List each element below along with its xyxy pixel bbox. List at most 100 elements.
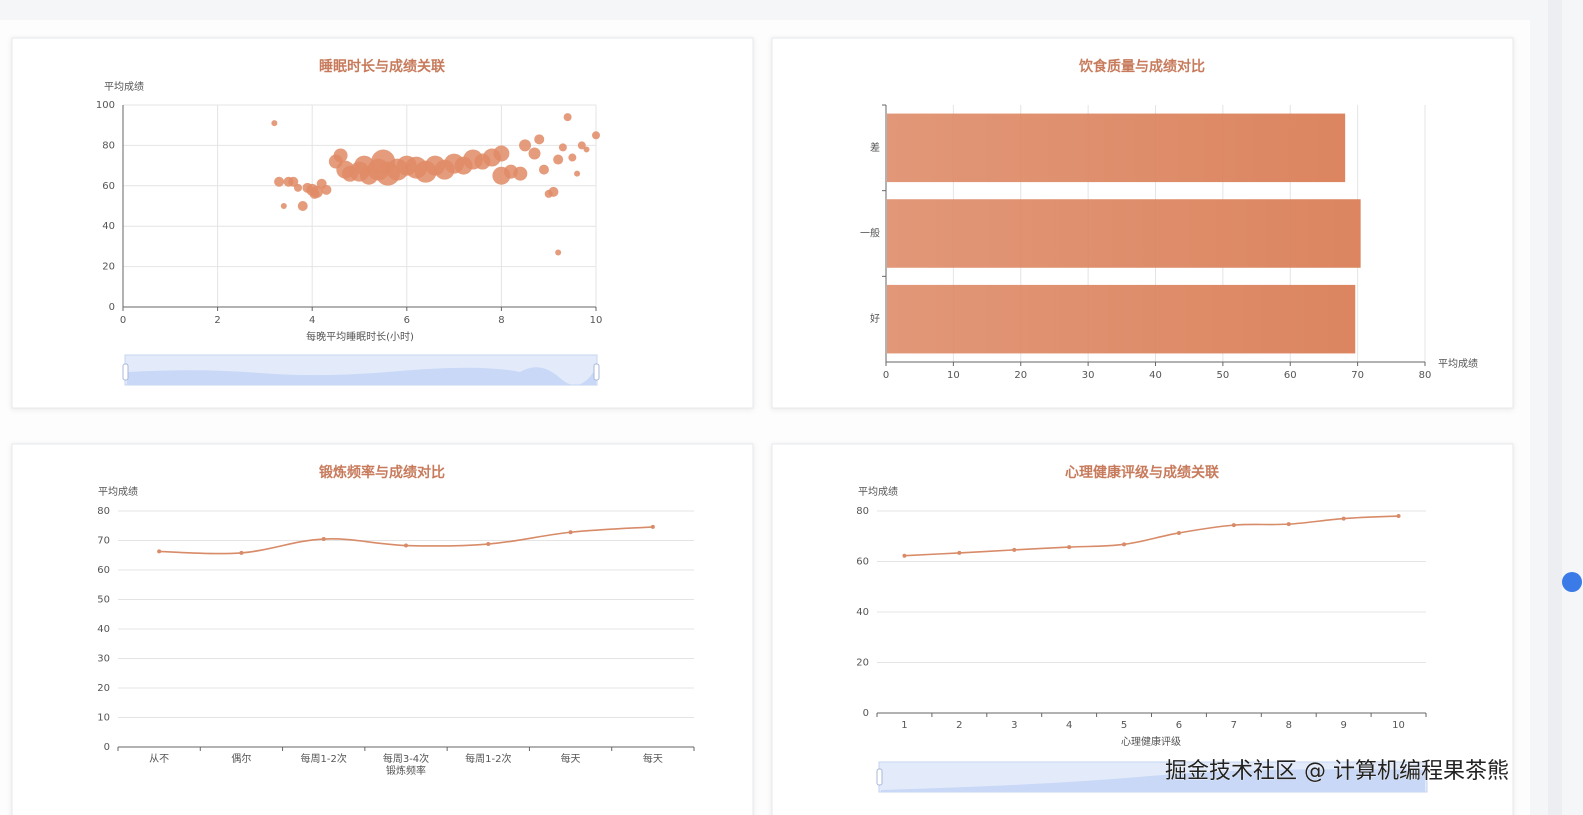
y-tick-label: 差 (870, 141, 880, 154)
x-tick-label: 20 (1014, 370, 1027, 381)
y-tick-label: 10 (97, 713, 110, 724)
data-zoom[interactable] (876, 761, 1428, 793)
point (563, 113, 572, 122)
y-tick-label: 50 (97, 595, 110, 606)
x-tick-label: 60 (1284, 370, 1297, 381)
chart-title: 睡眠时长与成绩关联 (319, 58, 446, 75)
x-tick-label: 9 (1340, 720, 1346, 731)
data-zoom[interactable] (122, 354, 600, 386)
x-tick-label: 3 (1011, 720, 1017, 731)
point (555, 249, 562, 256)
zoom-handle[interactable] (593, 363, 600, 381)
point (280, 203, 287, 209)
x-tick-label: 8 (1286, 720, 1292, 731)
x-tick-label: 30 (1082, 370, 1095, 381)
point (568, 153, 577, 162)
zoom-shadow (881, 769, 1425, 792)
x-tick-label: 10 (947, 370, 960, 381)
x-tick-label: 每周1-2次 (301, 752, 347, 765)
point (574, 170, 581, 177)
point (577, 141, 586, 150)
x-axis-name: 每晚平均睡眠时长(小时) (306, 330, 414, 343)
point (592, 131, 600, 140)
point (650, 524, 655, 529)
x-tick-label: 0 (120, 315, 126, 326)
point (1122, 542, 1127, 547)
y-tick-label: 80 (97, 506, 110, 517)
zoom-shadow (127, 367, 596, 386)
x-tick-label: 0 (883, 370, 889, 381)
x-tick-label: 5 (1121, 720, 1127, 731)
y-tick-label: 20 (102, 262, 115, 273)
y-axis-name: 平均成绩 (858, 485, 898, 498)
point (1286, 522, 1291, 527)
float-button[interactable] (1562, 572, 1582, 592)
x-tick-label: 每周1-2次 (465, 752, 511, 765)
chart-title: 饮食质量与成绩对比 (1078, 58, 1205, 75)
x-tick-label: 每天 (643, 752, 663, 765)
x-tick-label: 4 (309, 315, 315, 326)
x-tick-label: 2 (214, 315, 220, 326)
x-tick-label: 7 (1231, 720, 1237, 731)
x-tick-label: 6 (1176, 720, 1182, 731)
point (568, 530, 573, 535)
y-tick-label: 40 (102, 221, 115, 232)
point (333, 148, 348, 163)
point (1396, 514, 1401, 519)
x-tick-label: 4 (1066, 720, 1072, 731)
x-tick-label: 偶尔 (231, 752, 251, 765)
point (528, 147, 541, 160)
y-tick-label: 40 (97, 624, 110, 635)
point (1231, 523, 1236, 528)
y-tick-label: 0 (863, 708, 869, 719)
point (321, 184, 332, 195)
x-tick-label: 每周3-4次 (383, 752, 429, 765)
y-tick-label: 20 (856, 658, 869, 669)
point (239, 550, 244, 555)
x-tick-label: 40 (1149, 370, 1162, 381)
point (548, 186, 559, 197)
scrollbar[interactable] (1548, 0, 1562, 815)
point (274, 176, 285, 187)
y-axis-name: 平均成绩 (104, 80, 144, 93)
y-axis-name: 平均成绩 (98, 485, 138, 498)
x-axis-name: 心理健康评级 (1121, 735, 1181, 748)
x-tick-label: 从不 (149, 754, 169, 765)
x-tick-label: 10 (590, 315, 603, 326)
y-tick-label: 20 (97, 683, 110, 694)
x-axis-name: 锻炼频率 (386, 764, 426, 777)
y-tick-label: 60 (97, 565, 110, 576)
zoom-handle[interactable] (876, 768, 883, 786)
x-tick-label: 8 (498, 315, 504, 326)
point (493, 145, 510, 162)
point (1012, 547, 1017, 552)
point (583, 146, 590, 153)
x-tick-label: 50 (1217, 370, 1230, 381)
card (771, 443, 1514, 815)
y-tick-label: 0 (104, 742, 110, 753)
chart-title: 锻炼频率与成绩对比 (319, 464, 445, 481)
point (486, 542, 491, 547)
y-tick-label: 80 (856, 506, 869, 517)
x-tick-label: 每天 (561, 752, 581, 765)
point (321, 537, 326, 542)
point (902, 553, 907, 558)
bar (887, 199, 1361, 268)
zoom-handle[interactable] (122, 363, 129, 381)
y-tick-label: 60 (856, 557, 869, 568)
y-tick-label: 0 (109, 302, 115, 313)
x-tick-label: 10 (1392, 720, 1405, 731)
y-tick-label: 30 (97, 654, 110, 665)
point (294, 183, 303, 192)
point (297, 201, 308, 211)
point (310, 185, 323, 198)
point (538, 164, 549, 175)
y-tick-label: 60 (102, 181, 115, 192)
point (271, 120, 278, 127)
watermark: 掘金技术社区 @ 计算机编程果茶熊 (1165, 759, 1509, 784)
point (519, 139, 532, 152)
x-tick-label: 1 (901, 720, 907, 731)
point (1341, 516, 1346, 521)
point (513, 166, 528, 181)
